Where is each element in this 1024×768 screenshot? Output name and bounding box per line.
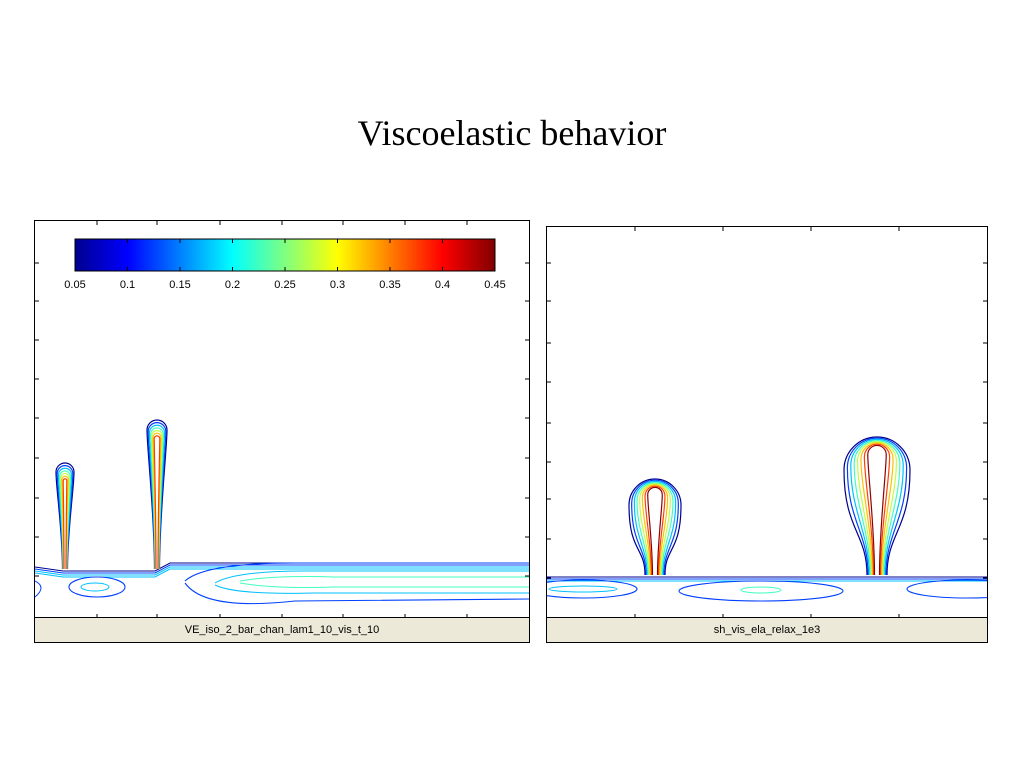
- colorbar-tick-label: 0.35: [379, 279, 401, 291]
- blob-contour: [863, 443, 891, 576]
- jet-contour: [146, 419, 168, 570]
- colorbar-tick-label: 0.4: [434, 279, 451, 291]
- blob-contour: [641, 484, 669, 576]
- jet-contour: [55, 462, 75, 570]
- jet-contour: [152, 432, 162, 570]
- colorbar-tick-marks: [74, 239, 496, 271]
- loop-contour: [740, 586, 782, 594]
- right-contours: [547, 436, 987, 602]
- loop-contour: [678, 580, 844, 602]
- blob-contour: [856, 441, 898, 576]
- blob-contour: [644, 485, 666, 576]
- right-axis-ticks: [547, 227, 987, 618]
- film-contour: [35, 566, 529, 576]
- jet-contour: [57, 467, 73, 570]
- blob-contour: [850, 438, 904, 576]
- jet-contour: [61, 475, 69, 570]
- blob-contour: [846, 437, 908, 576]
- jet-contour: [60, 472, 70, 570]
- jet-contour: [62, 478, 68, 570]
- jet-contour: [148, 424, 166, 570]
- loop-contour: [906, 579, 987, 599]
- blob-contour: [639, 483, 671, 576]
- colorbar-tick-label: 0.45: [484, 279, 506, 291]
- colorbar-tick-label: 0.3: [329, 279, 346, 291]
- colorbar-tick-label: 0.15: [169, 279, 191, 291]
- blob-contour: [860, 442, 894, 576]
- jet-contour: [56, 465, 74, 570]
- colorbar-tick-label: 0.05: [64, 279, 86, 291]
- jet-contour: [147, 422, 167, 570]
- left-plot-area: [35, 221, 529, 618]
- film-contour: [214, 570, 529, 584]
- blob-contour: [633, 480, 677, 576]
- blob-contour: [631, 479, 679, 576]
- loop-contour: [68, 576, 126, 598]
- left-contour-plot: 0.05 0.1 0.15 0.2 0.25 0.3 0.35 0.4 0.45 VE_iso_…: [34, 220, 530, 643]
- blob-contour: [628, 478, 682, 576]
- film-contour: [35, 564, 529, 574]
- blob-contour: [647, 486, 663, 576]
- colorbar-tick-label: 0.25: [274, 279, 296, 291]
- film-contour: [214, 584, 529, 594]
- colorbar-tick-label: 0.1: [119, 279, 136, 291]
- blob-contour: [843, 436, 911, 576]
- jet-contour: [149, 427, 165, 570]
- loop-contour: [548, 585, 618, 593]
- left-contours: [35, 419, 529, 605]
- film-contour: [239, 576, 529, 582]
- jet-contour: [151, 430, 163, 570]
- slide-title: Viscoelastic behavior: [357, 113, 667, 153]
- loop-contour: [80, 582, 110, 592]
- film-contour: [239, 582, 529, 588]
- left-axis-ticks: [35, 221, 529, 618]
- colorbar-tick-label: 0.2: [224, 279, 241, 291]
- film-contour: [35, 568, 529, 578]
- left-caption: VE_iso_2_bar_chan_lam1_10_vis_t_10: [35, 617, 529, 642]
- film-contour: [184, 562, 529, 582]
- colorbar: [74, 238, 496, 272]
- film-contour: [184, 582, 529, 605]
- blob-contour: [853, 440, 901, 576]
- jet-contour: [58, 470, 72, 570]
- loop-contour: [547, 579, 638, 599]
- blob-contour: [636, 482, 674, 576]
- right-contour-plot: sh_vis_ela_relax_1e3: [546, 226, 988, 643]
- right-plot-area: [547, 227, 987, 618]
- edge-contour: [35, 580, 42, 598]
- blob-contour: [867, 444, 887, 576]
- right-caption: sh_vis_ela_relax_1e3: [547, 617, 987, 642]
- jet-contour: [153, 435, 161, 570]
